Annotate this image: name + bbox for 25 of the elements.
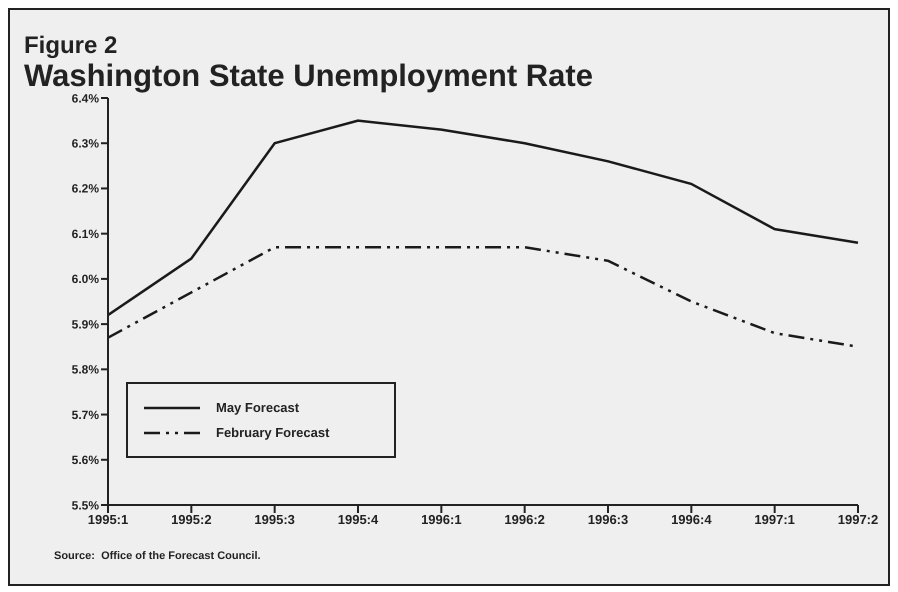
y-tick-label: 6.3% bbox=[72, 136, 100, 150]
x-tick-label: 1995:2 bbox=[171, 512, 212, 528]
y-tick-label: 5.7% bbox=[72, 408, 100, 422]
legend-label: May Forecast bbox=[216, 400, 300, 415]
chart-subtitle: Washington State Unemployment Rate bbox=[24, 58, 593, 94]
legend-label: February Forecast bbox=[216, 425, 330, 440]
x-tick-label: 1996:3 bbox=[588, 512, 628, 528]
y-tick-label: 6.4% bbox=[72, 91, 100, 106]
y-tick-label: 5.5% bbox=[72, 498, 100, 512]
y-tick-label: 5.6% bbox=[72, 453, 100, 468]
y-tick-label: 5.8% bbox=[72, 362, 100, 377]
x-tick-label: 1995:1 bbox=[88, 512, 128, 528]
y-tick-label: 6.1% bbox=[72, 226, 100, 241]
chart-title: Figure 2 bbox=[24, 32, 118, 60]
x-tick-label: 1996:1 bbox=[421, 512, 462, 528]
x-tick-label: 1997:2 bbox=[838, 512, 878, 528]
y-tick-label: 5.9% bbox=[72, 317, 100, 332]
x-tick-label: 1996:2 bbox=[504, 512, 545, 528]
y-tick-label: 6.0% bbox=[72, 272, 100, 286]
x-tick-label: 1995:4 bbox=[338, 512, 380, 528]
x-tick-label: 1996:4 bbox=[671, 512, 712, 528]
source-note: Source: Office of the Forecast Council. bbox=[54, 550, 261, 562]
y-tick-label: 6.2% bbox=[72, 182, 100, 196]
x-tick-label: 1997:1 bbox=[754, 512, 795, 528]
x-tick-label: 1995:3 bbox=[254, 512, 295, 528]
